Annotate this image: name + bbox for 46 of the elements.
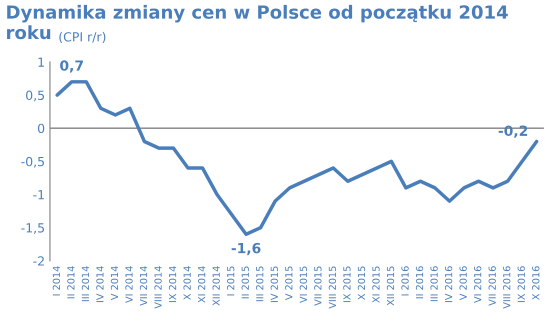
- x-tick-label: II 2015: [242, 266, 249, 298]
- x-tick-label: VIII 2014: [154, 266, 162, 309]
- x-tick-label: IX 2014: [168, 266, 176, 302]
- y-tick-label: -1,5: [21, 223, 44, 234]
- data-label: 0,7: [60, 60, 83, 73]
- x-tick-label: V 2015: [285, 266, 292, 300]
- y-tick-label: -0,5: [21, 156, 44, 168]
- x-tick-label: III 2015: [256, 266, 264, 302]
- x-tick-label: IV 2015: [270, 266, 278, 302]
- x-tick-label: II 2014: [67, 266, 75, 298]
- x-tick-label: V 2016: [459, 266, 467, 300]
- x-tick-label: XI 2015: [372, 266, 380, 303]
- y-tick-label: 0,5: [26, 90, 44, 102]
- x-tick-label: III 2014: [82, 266, 90, 302]
- x-tick-label: VII 2014: [140, 266, 148, 306]
- x-tick-label: IV 2014: [96, 266, 104, 302]
- x-tick-label: XI 2014: [198, 266, 206, 303]
- x-tick-label: IX 2015: [343, 266, 351, 302]
- data-label: -0,2: [498, 126, 528, 138]
- x-tick-label: III 2016: [430, 266, 438, 302]
- x-tick-label: VII 2015: [314, 266, 322, 306]
- x-tick-label: I 2015: [227, 266, 234, 296]
- x-tick-label: VI 2015: [300, 266, 308, 303]
- x-tick-label: I 2016: [401, 266, 409, 296]
- y-tick-label: 0: [38, 124, 44, 134]
- x-tick-label: XII 2015: [386, 266, 394, 306]
- x-tick-label: VI 2014: [125, 266, 133, 303]
- x-tick-label: VII 2016: [488, 266, 496, 306]
- y-tick-label: -1: [33, 190, 44, 200]
- x-tick-label: X 2016: [532, 266, 540, 300]
- line-series: [55, 80, 538, 236]
- y-tick-label: -2: [33, 256, 44, 266]
- x-tick-label: IX 2016: [518, 266, 525, 302]
- x-tick-label: IV 2016: [444, 266, 452, 302]
- x-tick-label: X 2014: [183, 266, 191, 300]
- x-tick-label: X 2015: [358, 266, 366, 300]
- x-tick-label: XII 2014: [212, 266, 220, 306]
- x-tick-label: I 2014: [52, 266, 60, 296]
- x-tick-label: VI 2016: [474, 266, 482, 303]
- x-tick-label: V 2014: [110, 266, 118, 300]
- chart-subtitle: (CPI r/r): [59, 32, 106, 44]
- y-tick-label: 1: [38, 58, 44, 67]
- x-tick-label: VIII 2016: [503, 266, 510, 309]
- x-tick-label: II 2016: [416, 266, 424, 298]
- data-label: -1,6: [232, 242, 261, 256]
- x-tick-label: VIII 2015: [328, 266, 336, 309]
